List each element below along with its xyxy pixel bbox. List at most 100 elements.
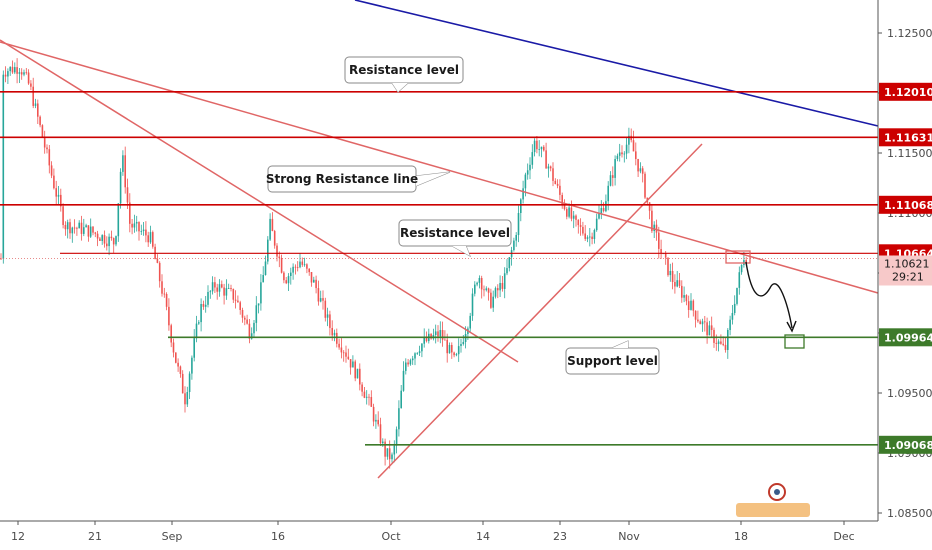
candle-body	[372, 406, 375, 422]
candle-body	[336, 332, 338, 344]
candle-body	[89, 226, 92, 237]
candle-body	[287, 276, 290, 284]
candle-body	[586, 237, 589, 239]
candle-body	[253, 322, 255, 334]
candle-body	[269, 218, 271, 240]
candle-body	[301, 261, 304, 265]
candle-body	[639, 168, 642, 172]
candle-body	[71, 227, 74, 234]
candle-body	[246, 319, 248, 324]
candle-body	[632, 140, 635, 152]
candle-body	[549, 166, 552, 169]
candle-body	[30, 83, 32, 87]
candle-body	[384, 441, 386, 457]
candle-body	[451, 345, 453, 353]
candle-body	[497, 288, 499, 291]
blue-trendline	[354, 0, 879, 127]
event-flag-icon	[736, 503, 810, 517]
candle-body	[393, 445, 396, 455]
candle-body	[278, 256, 281, 258]
x-tick-label: 23	[553, 530, 567, 543]
candle-body	[53, 175, 55, 189]
candle-body	[303, 264, 306, 266]
candle-body	[729, 319, 731, 330]
candle-body	[73, 227, 76, 229]
candle-body	[469, 315, 471, 329]
candle-body	[78, 222, 80, 229]
candle-body	[575, 215, 577, 220]
candle-body	[124, 155, 126, 188]
candle-body	[62, 206, 64, 225]
candle-body	[349, 359, 352, 368]
candle-body	[60, 194, 62, 207]
price-badge-label-0: 1.12010	[884, 86, 932, 99]
candle-body	[108, 236, 110, 247]
candle-body	[687, 301, 690, 310]
candle-body	[156, 259, 159, 263]
candle-body	[522, 188, 524, 200]
candle-body	[191, 357, 193, 374]
callout-pointer-fill	[612, 341, 628, 348]
candle-body	[354, 361, 356, 379]
x-tick-label: 16	[271, 530, 285, 543]
candle-body	[618, 152, 621, 156]
candle-body	[368, 396, 370, 398]
candle-body	[414, 353, 416, 359]
candle-body	[554, 180, 557, 184]
candle-body	[545, 150, 547, 169]
candle-body	[487, 288, 490, 293]
candle-body	[508, 257, 511, 269]
current-price-label: 1.10621	[884, 258, 930, 271]
callout-label-2: Resistance level	[400, 226, 510, 240]
countdown-label: 29:21	[892, 271, 924, 284]
candle-body	[444, 339, 446, 341]
candle-body	[536, 140, 538, 150]
candle-body	[25, 72, 28, 74]
candle-body	[338, 343, 340, 348]
candle-body	[418, 351, 421, 353]
candle-body	[326, 314, 329, 318]
candle-body	[736, 287, 738, 304]
candle-body	[145, 229, 147, 236]
candle-body	[112, 238, 115, 245]
price-badge-label-5: 1.09068	[884, 439, 932, 452]
candle-body	[529, 164, 531, 171]
candle-body	[140, 231, 143, 232]
y-tick-label: 1.11500	[887, 147, 932, 160]
candle-body	[161, 281, 163, 294]
event-marker-icon-core	[774, 489, 780, 495]
candle-body	[280, 258, 283, 273]
x-tick-label: 14	[476, 530, 490, 543]
price-badge-label-4: 1.09964	[884, 331, 932, 344]
candle-body	[570, 207, 573, 219]
candle-body	[635, 151, 637, 159]
candle-body	[706, 322, 708, 336]
candle-body	[55, 188, 57, 197]
candle-body	[457, 346, 460, 355]
candle-body	[471, 293, 474, 316]
candle-body	[641, 168, 644, 174]
candle-body	[441, 330, 444, 340]
candle-body	[598, 213, 600, 219]
candle-body	[76, 227, 78, 229]
candle-body	[538, 149, 540, 150]
candle-body	[306, 264, 308, 269]
candle-body	[179, 366, 182, 374]
candle-body	[556, 183, 559, 186]
projected-arrowhead	[786, 320, 797, 333]
candle-body	[223, 287, 225, 296]
candle-body	[131, 223, 133, 228]
candle-body	[158, 262, 161, 282]
candle-body	[103, 235, 106, 244]
candle-body	[290, 272, 292, 276]
candle-body	[584, 233, 586, 239]
price-badge-label-1: 1.11631	[884, 131, 932, 144]
candle-body	[365, 396, 368, 398]
candle-body	[411, 358, 414, 361]
candle-body	[64, 225, 67, 230]
candle-body	[405, 362, 407, 371]
candle-body	[460, 344, 462, 346]
candle-body	[184, 393, 186, 405]
candle-body	[214, 282, 216, 288]
